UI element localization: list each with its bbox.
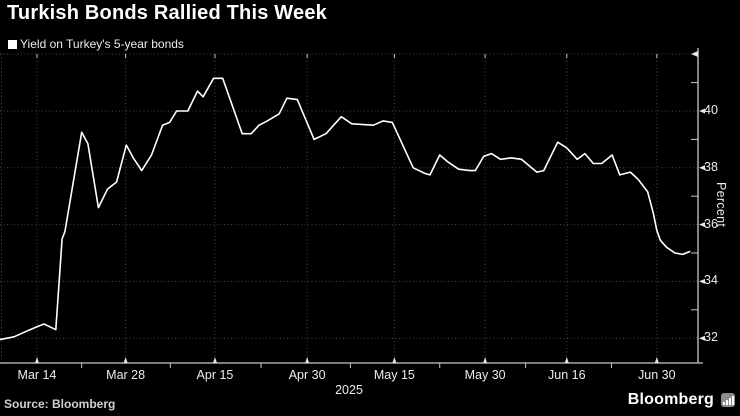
legend: Yield on Turkey's 5-year bonds [8,37,184,51]
x-tick-label: Mar 28 [106,368,146,382]
x-tick-label: Apr 15 [196,368,234,382]
x-axis-year-label: 2025 [335,383,363,397]
x-axis-tick [123,357,128,363]
y-axis-tick [699,335,705,341]
x-tick-label: May 30 [464,368,506,382]
y-tick-label: 32 [704,330,718,345]
x-tick-label: Mar 14 [17,368,57,382]
bloomberg-wordmark: Bloomberg [627,391,714,408]
x-tick-label: Jun 16 [548,368,586,382]
bloomberg-bar-chart-icon [721,393,735,407]
y-tick-label: 36 [704,216,718,231]
x-axis-tick [392,357,397,363]
x-axis-tick [34,357,39,363]
y-axis-tick [699,165,705,171]
y-axis-tick [699,278,705,284]
x-axis-tick [483,357,488,363]
y-tick-label: 40 [704,103,718,117]
x-tick-label: Jun 30 [638,368,676,382]
x-axis-tick [654,357,659,363]
legend-square-icon [8,39,17,49]
y-axis-title: Percent [714,182,728,228]
x-axis-tick [564,357,569,363]
x-axis-tick [305,357,310,363]
y-axis-top-tick [691,51,698,57]
source-attribution: Source: Bloomberg [4,397,116,411]
bloomberg-logo: Bloomberg [628,391,735,409]
page-title: Turkish Bonds Rallied This Week [7,2,327,24]
legend-label: Yield on Turkey's 5-year bonds [20,37,184,51]
x-tick-label: Apr 30 [288,368,326,382]
x-axis-tick [212,357,217,363]
y-axis-tick [699,222,705,228]
y-axis-tick [699,108,705,114]
x-tick-label: May 15 [373,368,415,382]
y-tick-label: 34 [704,273,718,288]
y-tick-label: 38 [704,159,718,174]
yield-data-line [0,77,691,341]
